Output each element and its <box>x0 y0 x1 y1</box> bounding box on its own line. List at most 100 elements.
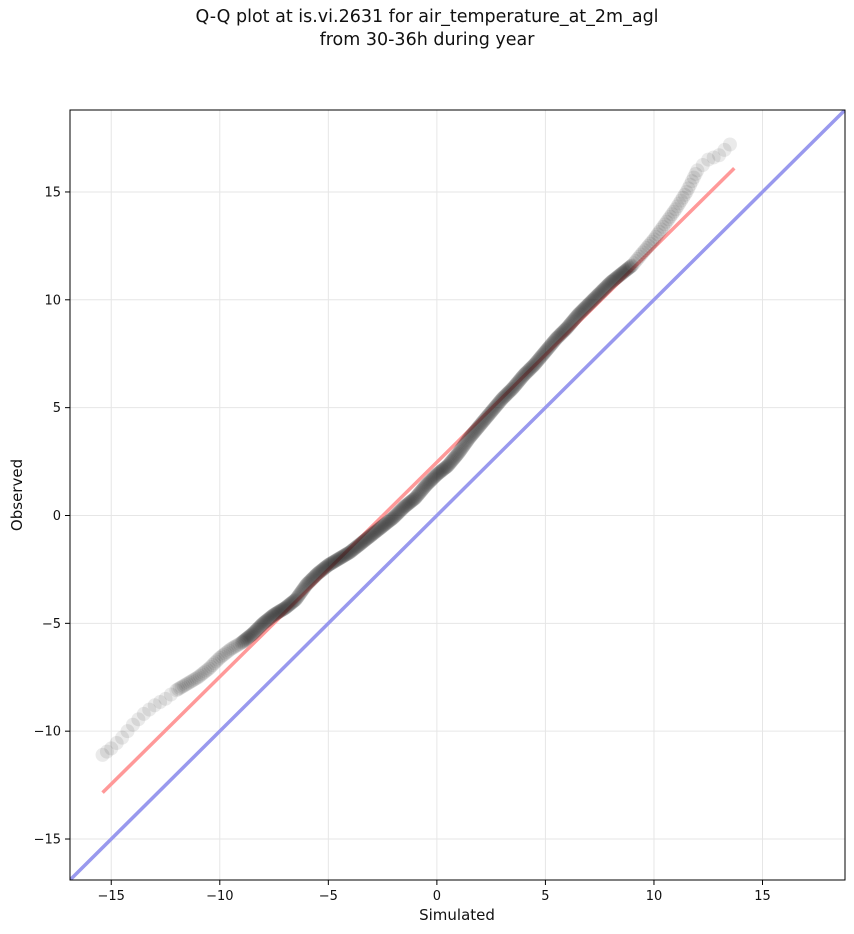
quantile-point-489 <box>574 304 589 319</box>
quantile-point-185 <box>339 547 354 562</box>
quantile-point-294 <box>423 473 438 488</box>
quantile-point-47 <box>229 638 244 653</box>
quantile-point-556 <box>628 253 643 268</box>
quantile-point-231 <box>374 519 389 534</box>
quantile-point-272 <box>406 492 421 507</box>
quantile-point-332 <box>453 443 468 458</box>
quantile-point-352 <box>468 423 483 438</box>
quantile-point-370 <box>482 406 497 421</box>
quantile-point-70 <box>250 622 265 637</box>
quantile-point-159 <box>319 559 334 574</box>
quantile-point-357 <box>472 418 487 433</box>
quantile-point-366 <box>479 410 494 425</box>
quantile-point-206 <box>355 535 370 550</box>
quantile-point-282 <box>414 483 429 498</box>
quantile-point-375 <box>486 402 501 417</box>
quantile-point-35 <box>207 656 222 671</box>
quantile-point-269 <box>404 494 419 509</box>
quantile-point-44 <box>223 642 238 657</box>
quantile-point-592 <box>701 152 716 167</box>
quantile-point-190 <box>343 545 358 560</box>
quantile-point-402 <box>507 379 522 394</box>
quantile-point-239 <box>381 514 396 529</box>
quantile-point-127 <box>294 585 309 600</box>
quantile-point-249 <box>388 508 403 523</box>
quantile-point-18 <box>176 678 191 693</box>
quantile-point-336 <box>456 439 471 454</box>
quantile-point-579 <box>670 199 685 214</box>
y-tick-label-1: −10 <box>34 725 61 740</box>
quantile-point-328 <box>450 447 465 462</box>
quantile-point-436 <box>533 350 548 365</box>
quantile-point-113 <box>283 596 298 611</box>
quantile-point-288 <box>419 478 434 493</box>
quantile-point-195 <box>346 542 361 557</box>
quantile-point-146 <box>308 568 323 583</box>
quantile-point-73 <box>252 620 267 635</box>
quantile-point-394 <box>501 385 516 400</box>
quantile-point-121 <box>289 591 304 606</box>
quantile-point-270 <box>405 493 420 508</box>
quantile-point-566 <box>646 232 661 247</box>
quantile-point-50 <box>234 635 249 650</box>
quantile-point-583 <box>677 187 692 202</box>
quantile-point-76 <box>254 617 269 632</box>
quantile-point-56 <box>239 632 254 647</box>
quantile-point-541 <box>615 266 630 281</box>
quantile-point-240 <box>381 514 396 529</box>
quantile-point-372 <box>484 404 499 419</box>
quantile-point-245 <box>385 511 400 526</box>
quantile-point-486 <box>572 306 587 321</box>
quantile-point-29 <box>196 665 211 680</box>
quantile-point-339 <box>458 436 473 451</box>
quantile-point-462 <box>553 327 568 342</box>
quantile-point-526 <box>603 275 618 290</box>
quantile-point-301 <box>429 468 444 483</box>
quantile-point-23 <box>185 673 200 688</box>
quantile-point-271 <box>405 493 420 508</box>
quantile-point-514 <box>594 284 609 299</box>
quantile-point-140 <box>304 572 319 587</box>
quantile-point-539 <box>613 267 628 282</box>
quantile-point-204 <box>353 536 368 551</box>
quantile-point-335 <box>455 440 470 455</box>
quantile-point-585 <box>681 181 696 196</box>
quantile-point-164 <box>322 557 337 572</box>
quantile-point-189 <box>342 545 357 560</box>
quantile-point-142 <box>305 571 320 586</box>
quantile-point-184 <box>338 547 353 562</box>
quantile-point-449 <box>543 338 558 353</box>
x-ticks: −15 −10 −5 0 5 10 15 <box>98 880 771 904</box>
quantile-point-347 <box>464 428 479 443</box>
quantile-point-68 <box>248 624 263 639</box>
quantile-point-443 <box>539 343 554 358</box>
quantile-point-208 <box>356 534 371 549</box>
quantile-point-34 <box>205 658 220 673</box>
quantile-point-561 <box>637 243 652 258</box>
quantile-point-78 <box>256 616 271 631</box>
quantile-point-93 <box>267 607 282 622</box>
quantile-point-99 <box>272 604 287 619</box>
quantile-point-383 <box>492 394 507 409</box>
quantile-point-193 <box>345 543 360 558</box>
quantile-point-434 <box>532 351 547 366</box>
quantile-point-108 <box>279 600 294 615</box>
quantile-point-178 <box>333 550 348 565</box>
x-tick-label-3: 0 <box>433 889 441 904</box>
quantile-point-49 <box>232 636 247 651</box>
quantile-point-196 <box>347 541 362 556</box>
quantile-point-467 <box>557 323 572 338</box>
quantile-point-596 <box>722 137 737 152</box>
quantile-point-391 <box>498 388 513 403</box>
quantile-point-86 <box>262 611 277 626</box>
quantile-point-549 <box>621 261 636 276</box>
quantile-point-85 <box>261 612 276 627</box>
quantile-point-250 <box>389 507 404 522</box>
quantile-point-280 <box>412 485 427 500</box>
quantile-point-114 <box>284 596 299 611</box>
quantile-point-281 <box>413 484 428 499</box>
quantile-point-312 <box>437 461 452 476</box>
quantile-point-176 <box>332 551 347 566</box>
quantile-point-91 <box>266 608 281 623</box>
